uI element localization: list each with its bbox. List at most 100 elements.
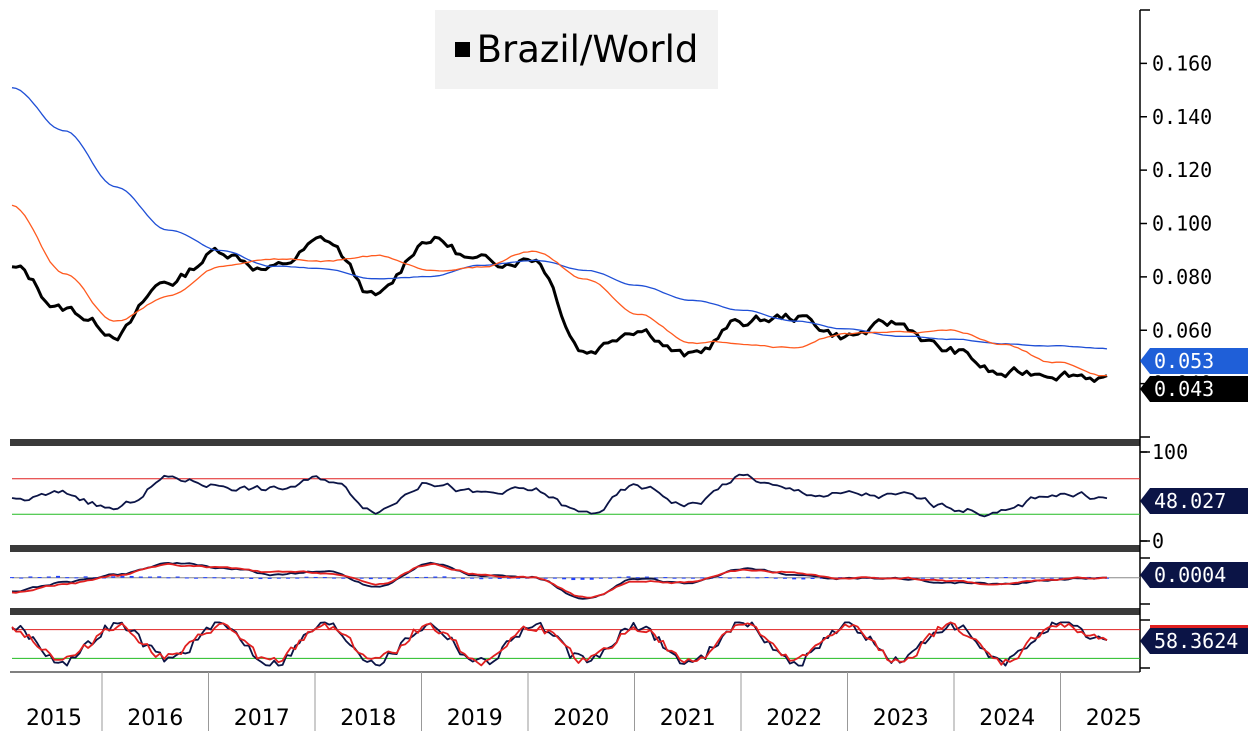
macd-histogram-bar xyxy=(764,577,769,579)
macd-histogram-bar xyxy=(773,577,778,579)
macd-histogram-bar xyxy=(194,577,199,579)
macd-histogram-bar xyxy=(19,577,24,579)
macd-histogram-bar xyxy=(792,577,797,580)
macd-histogram-bar xyxy=(405,576,410,578)
macd-histogram-bar xyxy=(516,577,521,579)
last-value-tag-label: 58.3624 xyxy=(1154,629,1238,653)
panel-separator-3[interactable] xyxy=(10,608,1140,615)
macd-histogram-bar xyxy=(819,577,824,579)
year-label: 2018 xyxy=(340,706,396,731)
macd-histogram-bar xyxy=(810,577,815,579)
y-tick-label: 0.120 xyxy=(1152,158,1212,182)
macd-histogram-bar xyxy=(203,577,208,579)
macd-histogram-bar xyxy=(681,577,686,579)
macd-histogram-bar xyxy=(589,577,594,580)
macd-histogram-bar xyxy=(433,576,438,578)
macd-histogram-bar xyxy=(129,575,134,578)
macd-histogram-bar xyxy=(727,577,732,579)
macd-histogram-bar xyxy=(313,576,318,578)
rsi-panel xyxy=(11,473,1140,518)
macd-histogram-bar xyxy=(497,577,502,580)
macd-histogram-bar xyxy=(608,577,613,579)
main-price-panel xyxy=(11,87,1108,383)
macd-histogram-bar xyxy=(1003,577,1008,579)
macd-histogram-bar xyxy=(414,577,419,579)
macd-series-line-1 xyxy=(11,562,1107,599)
macd-histogram-bar xyxy=(286,577,291,579)
legend-swatch-icon xyxy=(454,42,470,57)
macd-histogram-bar xyxy=(46,576,51,578)
macd-histogram-bar xyxy=(460,577,465,579)
macd-histogram-bar xyxy=(580,577,585,580)
macd-histogram-bar xyxy=(424,576,429,578)
macd-histogram-bar xyxy=(976,577,981,579)
macd-histogram-bar xyxy=(957,577,962,579)
panel-separator-1[interactable] xyxy=(10,439,1140,446)
macd-histogram-bar xyxy=(10,577,14,579)
last-value-tag-label: 48.027 xyxy=(1154,489,1226,513)
y-tick-label: 0 xyxy=(1152,529,1164,553)
macd-histogram-bar xyxy=(644,576,649,578)
year-label: 2022 xyxy=(766,706,822,731)
macd-histogram-bar xyxy=(562,577,567,580)
last-value-tag xyxy=(1140,348,1248,374)
macd-histogram-bar xyxy=(295,577,300,579)
macd-histogram-bar xyxy=(1031,577,1036,579)
macd-series-line-0 xyxy=(12,561,1107,600)
macd-histogram-bar xyxy=(672,577,677,579)
macd-histogram-bar xyxy=(451,577,456,579)
macd-histogram-bar xyxy=(1086,576,1091,578)
macd-histogram-bar xyxy=(470,577,475,579)
macd-histogram-bar xyxy=(1058,577,1063,579)
macd-histogram-bar xyxy=(782,577,787,579)
macd-histogram-bar xyxy=(598,577,603,579)
macd-histogram-bar xyxy=(230,577,235,579)
last-value-tag xyxy=(1140,376,1248,402)
last-value-tag-accent xyxy=(1150,625,1248,628)
macd-histogram-bar xyxy=(157,576,162,578)
macd-histogram-bar xyxy=(387,577,392,580)
year-label: 2019 xyxy=(447,706,503,731)
year-axis: 2015 2016 2017 2018 2019 2020 2021 2022 2023 2024… xyxy=(26,672,1142,731)
last-value-tags: 0.053 0.043 48.027 0.0004 58.3624 xyxy=(1140,348,1248,654)
macd-histogram-bar xyxy=(120,576,125,578)
legend: Brazil/World xyxy=(435,10,718,89)
y-tick-label: 0.160 xyxy=(1152,51,1212,75)
macd-histogram-bar xyxy=(304,576,309,578)
macd-histogram-bar xyxy=(939,577,944,579)
macd-histogram-bar xyxy=(690,577,695,579)
last-value-tag-label: 0.053 xyxy=(1154,349,1214,373)
macd-histogram-bar xyxy=(359,577,364,579)
macd-histogram-bar xyxy=(617,576,622,578)
macd-histogram-bar xyxy=(654,577,659,579)
rsi-series-line-0 xyxy=(11,473,1108,518)
macd-histogram-bar xyxy=(488,577,493,579)
macd-histogram-bar xyxy=(994,577,999,579)
macd-histogram-bar xyxy=(571,577,576,581)
macd-histogram-bar xyxy=(175,576,180,578)
macd-histogram-bar xyxy=(985,577,990,579)
year-label: 2015 xyxy=(26,706,82,731)
year-label: 2024 xyxy=(979,706,1035,731)
macd-histogram-bar xyxy=(479,577,484,580)
y-tick-label: 0.060 xyxy=(1152,318,1212,342)
macd-histogram-bar xyxy=(552,577,557,579)
year-label: 2021 xyxy=(660,706,716,731)
panel-separator-2[interactable] xyxy=(10,545,1140,552)
y-tick-label: 0.100 xyxy=(1152,212,1212,236)
macd-histogram-bar xyxy=(111,576,116,578)
macd-histogram-bar xyxy=(56,575,61,578)
macd-histogram-bar xyxy=(801,577,806,580)
macd-histogram-bar xyxy=(65,577,70,579)
macd-histogram-bar xyxy=(74,577,79,579)
macd-histogram-bar xyxy=(138,576,143,578)
macd-histogram-bar xyxy=(635,577,640,579)
macd-histogram-bar xyxy=(368,577,373,580)
last-value-tag xyxy=(1140,562,1248,588)
macd-histogram-bar xyxy=(276,577,281,579)
macd-histogram-bar xyxy=(212,577,217,579)
macd-histogram-bar xyxy=(166,577,171,579)
macd-histogram-bar xyxy=(663,577,668,579)
macd-histogram-bar xyxy=(1040,577,1045,579)
